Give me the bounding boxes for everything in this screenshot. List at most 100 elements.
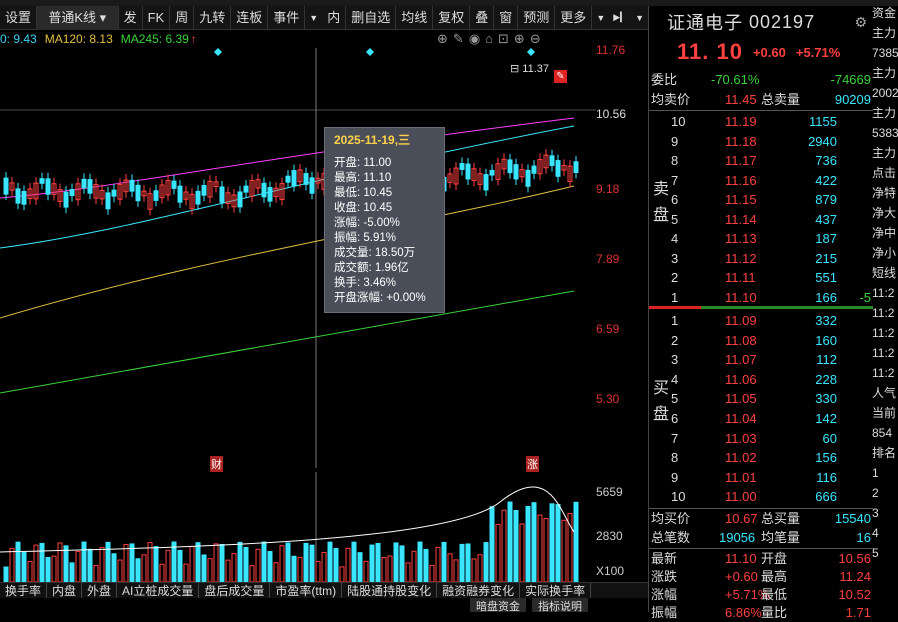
tab-hk-connect[interactable]: 陆股通持股变化 (342, 583, 438, 598)
buy-level-row[interactable]: 6 11.04 142 (649, 409, 873, 428)
zhang-marker[interactable]: 涨 (526, 456, 539, 472)
candle-body[interactable] (105, 192, 111, 210)
candle-body[interactable] (81, 178, 87, 189)
tab-ai-volume[interactable]: AI立桩成交量 (117, 583, 200, 598)
tab-pe-ttm[interactable]: 市盈率(ttm) (270, 583, 343, 598)
settings-button[interactable]: 设置 (0, 5, 38, 30)
candle-body[interactable] (237, 191, 243, 208)
candle-body[interactable] (171, 180, 177, 189)
candle-body[interactable] (459, 163, 465, 170)
candle-body[interactable] (147, 193, 153, 210)
candle-body[interactable] (549, 155, 555, 166)
tool-delete-watchlist[interactable]: 删自选 (346, 5, 397, 30)
candle-body[interactable] (213, 181, 219, 188)
eye-icon[interactable]: ◉ (468, 31, 481, 46)
candle-body[interactable] (525, 169, 531, 187)
sell-level-row[interactable]: 8 11.17 736 (649, 151, 873, 170)
candle-body[interactable] (309, 177, 315, 194)
buy-level-row[interactable]: 4 11.06 228 (649, 370, 873, 389)
sell-level-row[interactable]: 6 11.15 879 (649, 190, 873, 209)
candle-body[interactable] (51, 183, 57, 195)
candle-body[interactable] (15, 188, 21, 204)
candle-body[interactable] (513, 164, 519, 180)
candle-body[interactable] (447, 173, 453, 183)
candle-body[interactable] (21, 191, 27, 205)
tab-after-hours[interactable]: 盘后成交量 (199, 583, 271, 598)
candle-body[interactable] (195, 190, 201, 205)
candle-body[interactable] (141, 190, 147, 197)
candle-body[interactable] (279, 183, 285, 201)
buy-level-row[interactable]: 5 11.05 330 (649, 389, 873, 408)
buy-level-row[interactable]: 1 11.09 332 (649, 311, 873, 330)
tool-event[interactable]: 事件 (268, 5, 306, 30)
volume-chart[interactable] (0, 472, 596, 582)
candle-body[interactable] (507, 159, 513, 174)
candle-body[interactable] (261, 182, 267, 198)
candle-body[interactable] (531, 165, 537, 174)
edit-icon[interactable]: ✎ (554, 70, 567, 83)
sell-level-row[interactable]: 3 11.12 215 (649, 249, 873, 268)
candle-body[interactable] (183, 191, 189, 200)
tab-dark-funds[interactable]: 暗盘资金 (470, 598, 526, 613)
candle-body[interactable] (153, 190, 159, 201)
candle-body[interactable] (63, 191, 69, 208)
candle-body[interactable] (177, 185, 183, 203)
candle-body[interactable] (291, 170, 297, 186)
zoom-out-icon[interactable]: ⊖ (529, 31, 541, 46)
tool-window[interactable]: 窗 (494, 5, 519, 30)
candle-body[interactable] (75, 183, 81, 201)
sell-level-row[interactable]: 5 11.14 437 (649, 210, 873, 229)
candle-body[interactable] (57, 189, 63, 202)
candle-body[interactable] (285, 175, 291, 183)
basket-icon[interactable]: ⌂ (485, 31, 494, 46)
candle-body[interactable] (33, 182, 39, 200)
candle-body[interactable] (129, 179, 135, 192)
candle-body[interactable] (453, 167, 459, 185)
candle-body[interactable] (471, 168, 477, 182)
candle-body[interactable] (207, 180, 213, 198)
candle-body[interactable] (45, 178, 51, 195)
candle-body[interactable] (303, 173, 309, 185)
candle-body[interactable] (501, 158, 507, 170)
tab-indicator-help[interactable]: 指标说明 (532, 598, 588, 613)
buy-level-row[interactable]: 10 11.00 666 (649, 487, 873, 506)
candle-body[interactable] (561, 164, 567, 171)
tool-fk[interactable]: FK (143, 5, 171, 30)
tool-overlay[interactable]: 叠 (470, 5, 495, 30)
candle-body[interactable] (519, 169, 525, 178)
lock-icon[interactable]: ⊡ (498, 31, 509, 46)
buy-level-row[interactable]: 2 11.08 160 (649, 331, 873, 350)
candle-body[interactable] (39, 178, 45, 184)
tool-forecast[interactable]: 预测 (518, 5, 556, 30)
tab-neipan[interactable]: 内盘 (47, 583, 83, 598)
tool-jiuzhuan[interactable]: 九转 (194, 5, 232, 30)
buy-level-row[interactable]: 3 11.07 112 (649, 350, 873, 369)
candle-body[interactable] (249, 179, 255, 197)
zoom-in-icon[interactable]: ⊕ (513, 31, 525, 46)
collapse-panel-icon[interactable]: ▶▎ (613, 12, 628, 22)
draw-icon[interactable]: ✎ (452, 31, 464, 46)
candle-body[interactable] (243, 185, 249, 193)
candle-body[interactable] (495, 163, 501, 181)
tool-fuquan[interactable]: 复权 (433, 5, 471, 30)
candle-body[interactable] (543, 154, 549, 169)
candle-body[interactable] (537, 158, 543, 175)
candle-body[interactable] (297, 169, 303, 183)
tab-turnover[interactable]: 换手率 (0, 583, 48, 598)
target-icon[interactable]: ⊕ (437, 31, 448, 46)
candle-body[interactable] (87, 179, 93, 194)
sell-level-row[interactable]: 4 11.13 187 (649, 229, 873, 248)
ktype-select[interactable]: 普通K线 ▾ (37, 5, 119, 30)
sell-level-row[interactable]: 7 11.16 422 (649, 171, 873, 190)
candle-body[interactable] (573, 161, 579, 173)
candlestick-chart[interactable] (0, 48, 596, 468)
candle-body[interactable] (3, 177, 9, 195)
candle-body[interactable] (267, 187, 273, 202)
candle-body[interactable] (255, 179, 261, 189)
candle-body[interactable] (27, 188, 33, 200)
tab-waipan[interactable]: 外盘 (82, 583, 118, 598)
gear-icon[interactable]: ⚙ (854, 13, 868, 30)
candle-body[interactable] (189, 193, 195, 210)
tool-lianban[interactable]: 连板 (231, 5, 269, 30)
candle-body[interactable] (111, 189, 117, 197)
